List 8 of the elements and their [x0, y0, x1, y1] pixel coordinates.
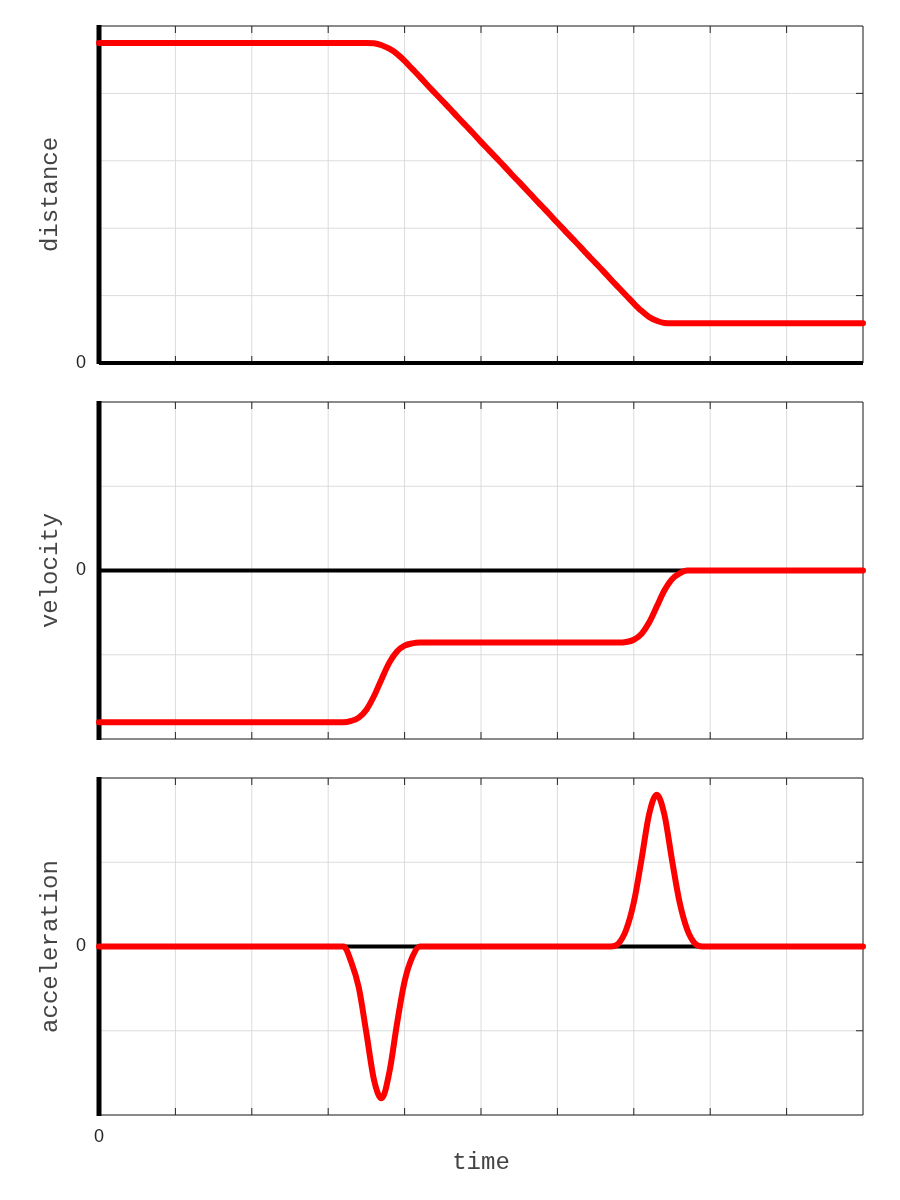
ref-line-label: 0 — [75, 351, 86, 372]
y-axis-title: acceleration — [36, 860, 64, 1033]
y-axis-title: distance — [36, 136, 64, 253]
ref-line-label: 0 — [75, 559, 86, 580]
text: 0 — [93, 1125, 105, 1146]
ref-line-label: 0 — [75, 935, 86, 956]
y-axis-title: velocity — [36, 512, 64, 629]
x-axis-title: time — [452, 1148, 510, 1176]
